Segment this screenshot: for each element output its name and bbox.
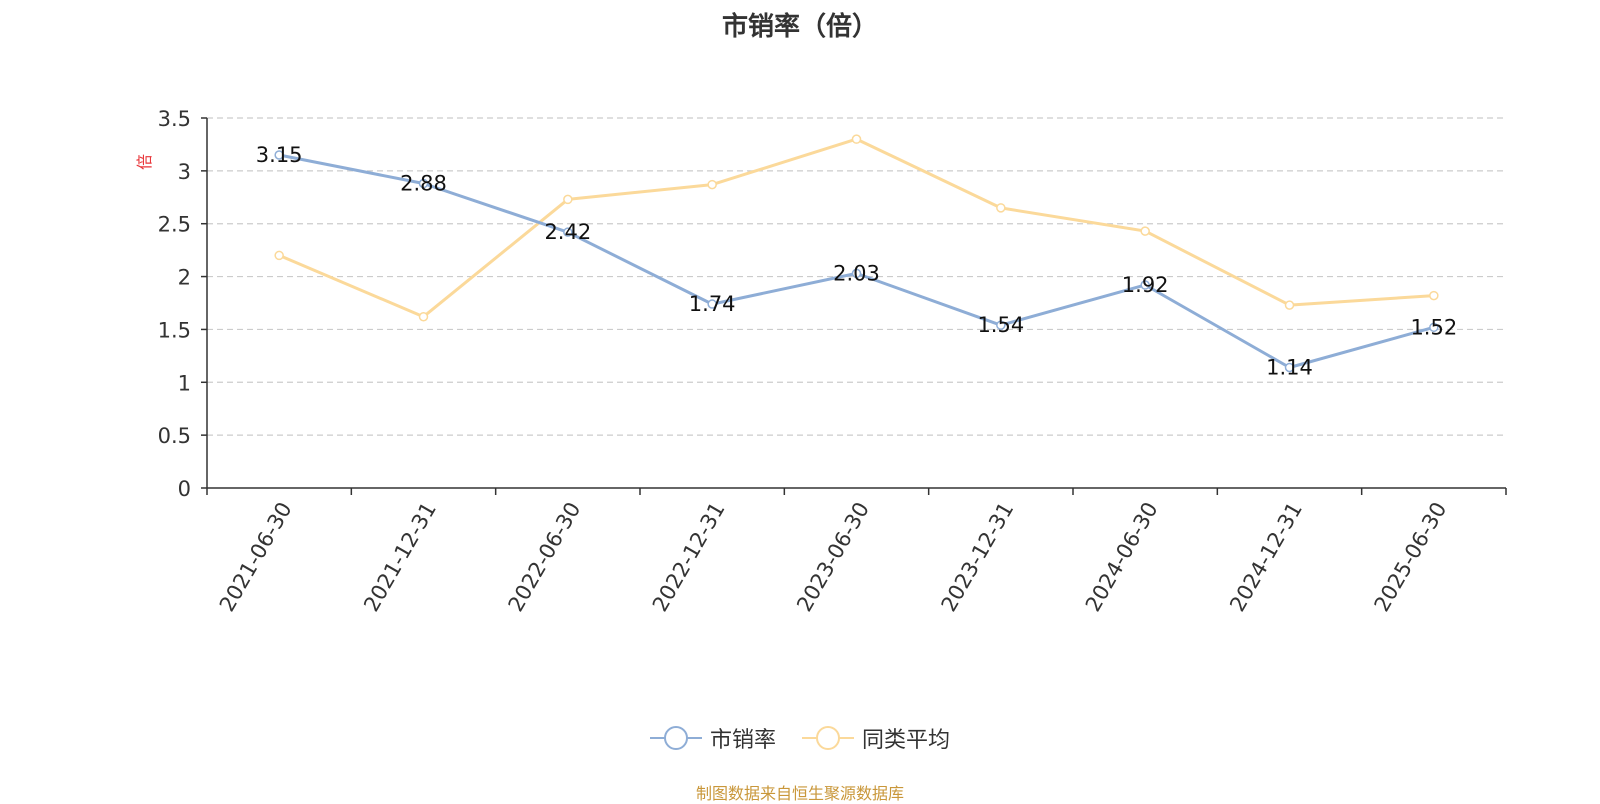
- x-tick-label: 2023-06-30: [792, 498, 874, 616]
- series-layer: [274, 134, 1439, 373]
- series-point-0: [996, 320, 1006, 330]
- x-tick-label: 2022-12-31: [648, 498, 730, 616]
- legend: 市销率 同类平均: [0, 722, 1600, 754]
- legend-line-circle-icon: [649, 724, 702, 752]
- x-tick-label: 2023-12-31: [937, 498, 1019, 616]
- x-tick-label: 2024-12-31: [1225, 498, 1307, 616]
- series-point-1: [1284, 300, 1295, 310]
- series-point-1: [274, 250, 284, 261]
- legend-line-circle-icon: [802, 724, 854, 752]
- series-point-1: [1140, 226, 1150, 236]
- data-label: 2.03: [833, 261, 880, 285]
- x-tick-label: 2021-12-31: [359, 498, 441, 616]
- chart-title: 市销率（倍）: [721, 12, 878, 42]
- series-point-1: [563, 194, 573, 205]
- legend-label-peer-avg: 同类平均: [862, 728, 951, 753]
- series-point-0: [418, 178, 429, 189]
- series-point-0: [1284, 362, 1295, 373]
- data-label: 3.15: [256, 143, 303, 167]
- label-layer: 3.15 2.88 2.42 1.74 2.03 1.54 1.92 1.14 1.52: [256, 143, 1457, 379]
- y-tick-label: 0.5: [158, 424, 191, 448]
- series-point-0: [563, 227, 573, 237]
- y-tick-label: 1: [178, 371, 191, 395]
- series-line-1: [278, 137, 1434, 319]
- series-point-0: [1429, 322, 1439, 333]
- grid-layer: [207, 117, 1506, 436]
- data-label: 2.88: [400, 172, 447, 196]
- series-point-0: [707, 299, 717, 309]
- series-point-1: [418, 311, 429, 322]
- x-tick-label: 2021-06-30: [215, 498, 297, 616]
- data-label: 1.52: [1410, 315, 1457, 339]
- series-point-0: [851, 268, 862, 279]
- series-point-0: [274, 150, 284, 160]
- series-point-1: [851, 134, 862, 144]
- y-axis-title: 倍: [135, 154, 154, 170]
- data-label: 2.42: [544, 220, 591, 244]
- x-tick-label: 2022-06-30: [504, 498, 586, 616]
- y-tick-label: 1.5: [158, 318, 191, 342]
- series-point-1: [996, 203, 1006, 213]
- source-note: 制图数据来自恒生聚源数据库: [695, 784, 904, 803]
- legend-item-ps[interactable]: 市销率: [649, 722, 776, 754]
- y-tick-label: 3.5: [158, 107, 191, 131]
- x-tick-label: 2025-06-30: [1370, 498, 1452, 616]
- y-tick-label: 2.5: [158, 213, 191, 237]
- y-tick-label: 3: [178, 160, 191, 184]
- y-tick-label: 0: [178, 477, 191, 501]
- series-point-1: [707, 179, 717, 190]
- data-label: 1.92: [1122, 273, 1169, 297]
- x-tick-label: 2024-06-30: [1081, 498, 1163, 616]
- legend-item-peer-avg[interactable]: 同类平均: [802, 722, 950, 754]
- data-label: 1.14: [1266, 355, 1313, 379]
- series-point-1: [1429, 290, 1439, 301]
- data-label: 1.74: [689, 292, 736, 316]
- series-point-0: [1140, 280, 1150, 290]
- y-tick-label: 2: [178, 266, 191, 290]
- legend-label-ps: 市销率: [709, 728, 776, 753]
- data-label: 1.54: [977, 313, 1024, 337]
